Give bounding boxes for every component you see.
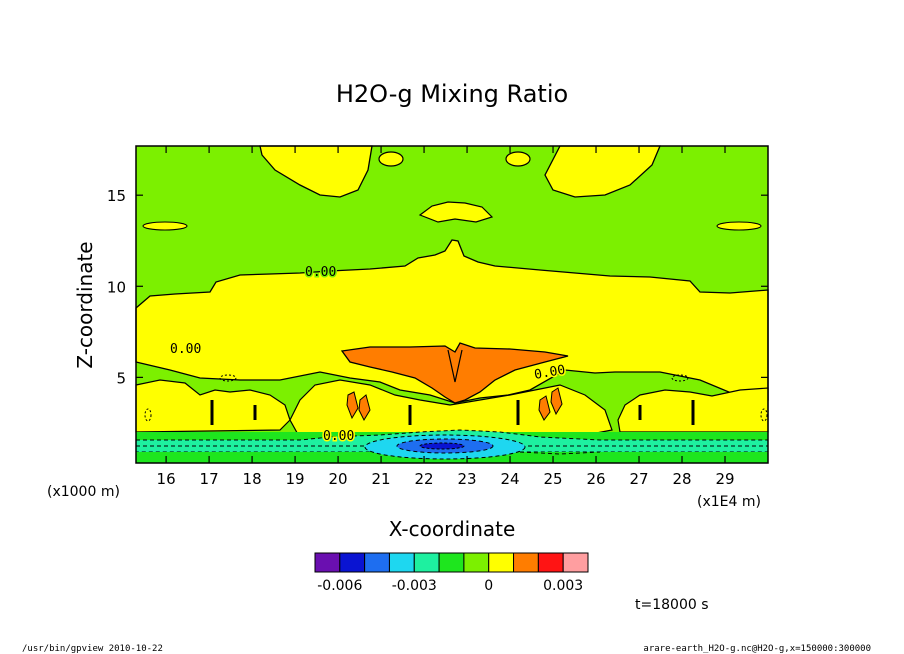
colorbar-tick-label: -0.006 bbox=[317, 578, 362, 594]
footer-right: arare-earth_H2O-g.nc@H2O-g,x=150000:3000… bbox=[643, 644, 871, 654]
contour-label-left: 0.00 bbox=[170, 342, 201, 357]
field-yellow-main-band bbox=[135, 239, 769, 404]
colorbar-swatch bbox=[513, 552, 539, 573]
time-annotation: t=18000 s bbox=[635, 597, 709, 613]
y-axis: 5 10 15 bbox=[107, 187, 768, 387]
x-axis-unit: (x1E4 m) bbox=[697, 494, 761, 510]
chart-title: H2O-g Mixing Ratio bbox=[336, 80, 568, 108]
x-tick-label: 27 bbox=[629, 470, 648, 488]
field-orange-cusp bbox=[447, 349, 463, 383]
field-yellow-top-center bbox=[418, 201, 494, 223]
x-tick-label: 20 bbox=[329, 470, 348, 488]
field-orange-small-2 bbox=[358, 394, 371, 422]
footer-left: /usr/bin/gpview 2010-10-22 bbox=[22, 644, 163, 654]
colorbar-swatch bbox=[388, 552, 415, 573]
colorbar bbox=[314, 552, 589, 573]
x-tick-label: 23 bbox=[458, 470, 477, 488]
x-tick-label: 21 bbox=[372, 470, 391, 488]
x-tick-label: 17 bbox=[200, 470, 219, 488]
x-tick-label: 19 bbox=[286, 470, 305, 488]
colorbar-swatch bbox=[537, 552, 564, 573]
y-tick-label: 5 bbox=[116, 369, 126, 387]
contour-label-right: 0.00 bbox=[533, 363, 566, 383]
colorbar-tick-label: -0.003 bbox=[392, 578, 437, 594]
colorbar-swatch bbox=[339, 552, 366, 573]
field-yellow-small-right bbox=[716, 221, 762, 231]
field-orange-small-3 bbox=[538, 395, 551, 421]
plot-frame bbox=[135, 145, 769, 464]
colorbar-tick-label: 0.003 bbox=[543, 578, 583, 594]
y-tick-label: 10 bbox=[107, 278, 126, 296]
field-yellow-top-right bbox=[544, 145, 661, 198]
colorbar-labels: -0.006 -0.003 0 0.003 bbox=[317, 578, 583, 594]
contour-label-upper: 0.00 bbox=[305, 265, 336, 280]
y-axis-unit: (x1000 m) bbox=[47, 484, 120, 500]
contour-label-bottom: 0.00 bbox=[323, 429, 354, 444]
colorbar-swatch bbox=[488, 552, 515, 573]
field-orange-small-1 bbox=[346, 391, 359, 420]
field-yellow-top-blob2 bbox=[505, 151, 531, 167]
x-tick-label: 16 bbox=[157, 470, 176, 488]
x-axis: 16 17 18 19 20 21 22 23 24 25 26 27 28 29 bbox=[157, 146, 735, 488]
contour-vertical-marks bbox=[210, 400, 695, 425]
plot-area: 0.00 0.00 0.00 0.00 bbox=[135, 145, 769, 464]
field-yellow-small-left bbox=[142, 221, 188, 231]
x-tick-label: 22 bbox=[415, 470, 434, 488]
field-orange-small-4 bbox=[550, 387, 563, 416]
field-orange-core bbox=[340, 342, 569, 404]
colorbar-swatch bbox=[463, 552, 490, 573]
colorbar-swatch bbox=[413, 552, 440, 573]
x-axis-title: X-coordinate bbox=[389, 517, 516, 541]
y-tick-label: 15 bbox=[107, 187, 126, 205]
colorbar-swatch bbox=[314, 552, 341, 573]
x-tick-label: 18 bbox=[243, 470, 262, 488]
colorbar-swatch bbox=[364, 552, 390, 573]
x-tick-label: 25 bbox=[543, 470, 562, 488]
field-yellow-top-left bbox=[259, 145, 373, 198]
colorbar-swatch bbox=[562, 552, 589, 573]
field-yellow-top-blob1 bbox=[378, 151, 404, 167]
x-tick-label: 26 bbox=[586, 470, 605, 488]
x-tick-label: 28 bbox=[672, 470, 691, 488]
y-axis-title: Z-coordinate bbox=[73, 241, 97, 368]
contour-cyan-right bbox=[519, 451, 601, 455]
colorbar-tick-label: 0 bbox=[484, 578, 493, 594]
field-blue-min bbox=[419, 442, 465, 450]
contour-small-dashes bbox=[144, 374, 768, 422]
x-tick-label: 29 bbox=[715, 470, 734, 488]
colorbar-swatch bbox=[438, 552, 465, 573]
x-tick-label: 24 bbox=[500, 470, 519, 488]
